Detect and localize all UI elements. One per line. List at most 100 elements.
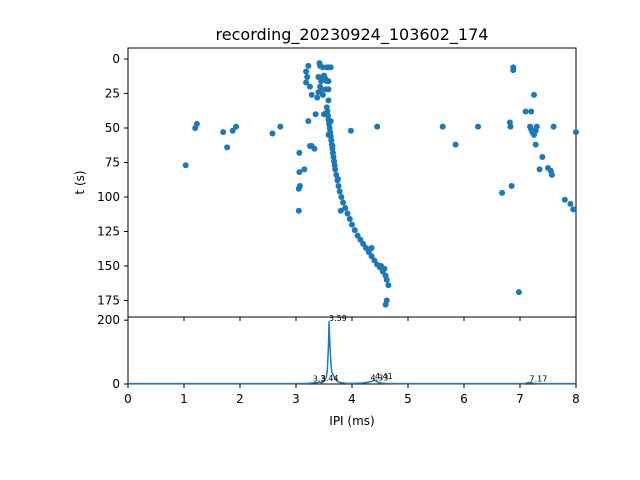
scatter-point [515,289,522,296]
scatter-point [342,205,349,212]
scatter-point [325,86,332,93]
x-tick-label: 2 [236,392,244,406]
histogram-panel: 3.33.44 3.59 4.334.41 7.17 0 200 0 1 2 3 4 5 6 7 8 IPI … [97,313,580,428]
peak-label: 3.3 [313,375,326,384]
scatter-point [475,123,481,130]
y-axis-label: t (s) [73,170,87,194]
peak-label: 4.41 [375,372,393,381]
scatter-point [325,131,332,138]
scatter-point [305,62,312,69]
scatter-point [506,119,513,126]
scatter-point [573,129,579,136]
scatter-point [327,118,334,125]
scatter-point [528,108,535,115]
scatter-point [295,207,302,214]
scatter-point [319,91,326,98]
y-tick-label: 100 [97,190,120,204]
x-tick-label: 5 [404,392,412,406]
x-tick-label: 4 [348,392,356,406]
scatter-points [182,60,579,308]
y-tick-label: 25 [105,87,120,101]
y-tick-label: 0 [112,52,120,66]
scatter-point [351,227,358,234]
scatter-point [532,141,539,148]
scatter-point [311,145,318,152]
scatter-point [531,91,537,98]
scatter-point [385,282,392,289]
scatter-point [312,111,319,118]
peak-label: 3.44 [321,374,339,383]
scatter-point [561,196,568,203]
scatter-point [338,193,345,200]
scatter-point [269,130,276,137]
scatter-point [303,79,310,86]
scatter-point [325,78,332,85]
scatter-point [220,129,227,136]
x-tick-label: 7 [516,392,524,406]
scatter-point [349,221,355,228]
scatter-point [336,188,343,195]
scatter-point [381,265,388,272]
scatter-point [229,127,236,134]
scatter-point [522,108,529,115]
scatter-point [314,94,321,101]
scatter-point [344,210,351,217]
scatter-point [224,144,231,151]
scatter-point [327,64,334,71]
scatter-point [295,185,302,192]
scatter-point [439,123,446,130]
peak-annotations: 3.33.44 3.59 4.334.41 7.17 [313,314,548,384]
scatter-point [321,111,327,118]
x-tick-label: 3 [292,392,300,406]
x-tick-label: 0 [124,392,132,406]
x-axis-label: IPI (ms) [329,414,374,428]
scatter-point [337,207,344,214]
scatter-point [233,123,240,130]
scatter-point [374,123,381,130]
scatter-point [301,166,308,173]
scatter-panel: 0 25 50 75 100 125 150 175 t (s) [73,47,579,321]
y-tick-label: 175 [97,293,120,307]
x-tick-label: 8 [572,392,580,406]
scatter-point [346,216,353,223]
x-tick-label: 6 [460,392,468,406]
scatter-point [368,245,375,252]
y-tick-label: 150 [97,259,120,273]
histogram-y-ticks: 0 200 [97,313,128,391]
scatter-point [570,206,577,213]
scatter-point [508,182,515,189]
scatter-point [307,83,313,90]
scatter-point [304,73,311,80]
scatter-point [182,162,189,169]
scatter-point [193,120,200,127]
y-tick-label: 125 [97,224,120,238]
scatter-point [452,141,459,148]
histogram-line [128,321,576,385]
scatter-point [536,166,543,173]
histogram-y-tick-label: 200 [97,313,120,327]
y-tick-label: 75 [105,155,120,169]
scatter-point [277,123,284,130]
scatter-point [315,73,322,80]
scatter-point [510,67,517,74]
scatter-point [567,200,574,207]
scatter-point [335,176,341,183]
peak-label: 7.17 [530,374,548,383]
x-tick-label: 1 [180,392,188,406]
scatter-point [347,127,354,134]
peak-label: 3.59 [329,314,347,323]
scatter-point [303,68,310,75]
scatter-point [296,149,303,156]
y-axis-ticks: 0 25 50 75 100 125 150 175 [97,52,128,307]
scatter-point [383,276,390,283]
y-tick-label: 50 [105,121,120,135]
scatter-point [340,199,347,206]
chart-title: recording_20230924_103602_174 [216,25,489,45]
scatter-point [335,182,342,189]
x-axis-ticks: 0 1 2 3 4 5 6 7 8 [124,384,580,406]
scatter-point [329,142,336,149]
scatter-point [332,166,339,173]
scatter-point [499,189,506,196]
